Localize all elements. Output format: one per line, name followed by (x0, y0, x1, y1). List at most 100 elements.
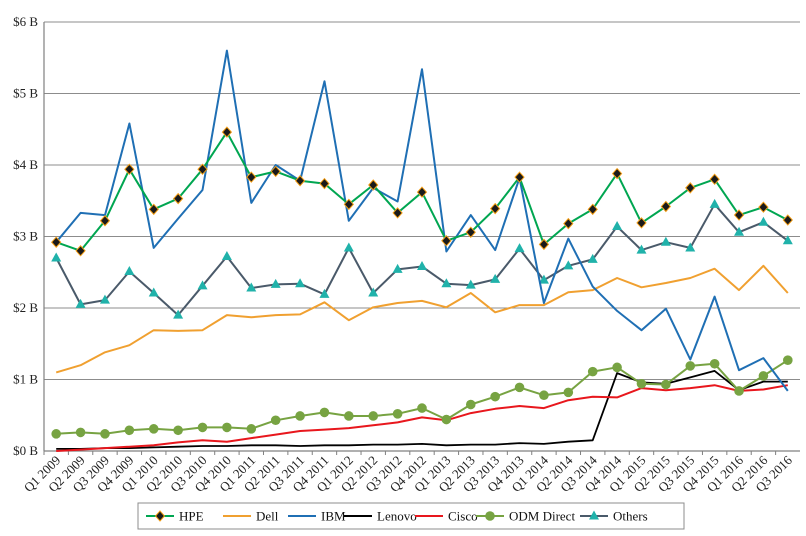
y-tick-label: $5 B (13, 86, 38, 101)
series-lines (51, 49, 793, 452)
data-point-odm-direct (270, 415, 281, 426)
data-point-others (124, 266, 135, 276)
data-point-odm-direct (563, 387, 574, 398)
data-point-hpe (124, 163, 135, 176)
data-point-others (514, 243, 525, 253)
data-point-hpe (416, 186, 428, 198)
data-point-others (197, 280, 208, 290)
data-point-hpe (587, 203, 598, 216)
data-point-hpe (246, 171, 257, 183)
data-point-others (490, 273, 501, 283)
data-point-odm-direct (587, 366, 598, 377)
data-point-odm-direct (441, 414, 452, 425)
data-point-hpe (636, 217, 647, 229)
data-point-odm-direct (51, 429, 61, 439)
data-point-hpe (611, 167, 623, 180)
data-point-hpe (782, 214, 793, 226)
legend-item-cisco: Cisco (415, 509, 478, 524)
data-point-odm-direct (709, 358, 720, 369)
data-point-odm-direct (490, 391, 500, 402)
data-point-hpe (148, 203, 159, 216)
y-axis-ticks: $0 B $1 B $2 B $3 B $4 B $5 B $6 B (13, 14, 38, 458)
data-point-others (75, 298, 86, 308)
data-point-odm-direct (783, 355, 793, 365)
data-point-hpe (489, 202, 501, 215)
y-tick-label: $6 B (13, 14, 38, 29)
data-point-odm-direct (465, 399, 476, 410)
data-point-hpe (294, 174, 306, 187)
data-point-hpe (392, 207, 403, 219)
data-point-odm-direct (734, 386, 744, 396)
y-tick-label: $0 B (13, 443, 38, 458)
series-cisco (56, 384, 788, 452)
y-tick-label: $1 B (13, 372, 38, 387)
legend-item-others: Others (580, 509, 648, 524)
data-point-odm-direct (368, 411, 379, 421)
data-point-others (173, 309, 184, 319)
legend-marker-hpe (154, 510, 166, 522)
data-point-others (660, 236, 671, 246)
data-point-others (368, 287, 379, 297)
data-point-others (295, 278, 306, 288)
data-point-odm-direct (636, 378, 647, 389)
legend-label-ibm: IBM (321, 509, 346, 524)
series-odm-direct (51, 355, 793, 439)
data-point-odm-direct (685, 361, 696, 371)
data-point-odm-direct (295, 411, 305, 421)
data-point-odm-direct (75, 427, 86, 438)
legend-label-cisco: Cisco (448, 509, 478, 524)
data-point-others (587, 253, 598, 263)
legend-marker-others (589, 510, 599, 520)
data-point-others (392, 263, 403, 273)
data-point-others (782, 235, 793, 245)
data-point-hpe (221, 126, 233, 138)
legend-label-lenovo: Lenovo (377, 509, 417, 524)
data-point-hpe (538, 238, 550, 251)
legend-label-dell: Dell (256, 509, 279, 524)
data-point-others (685, 242, 696, 252)
data-point-hpe (563, 217, 574, 230)
data-point-odm-direct (612, 362, 622, 373)
data-point-others (270, 278, 281, 288)
y-tick-label: $3 B (13, 229, 38, 244)
legend-item-lenovo: Lenovo (344, 509, 417, 524)
legend-label-others: Others (613, 509, 648, 524)
data-point-odm-direct (758, 371, 769, 381)
data-point-others (99, 294, 110, 304)
data-point-hpe (685, 182, 696, 194)
data-point-odm-direct (539, 390, 549, 401)
data-point-odm-direct (344, 411, 354, 421)
data-point-others (465, 279, 476, 289)
legend-item-odm-direct: ODM Direct (476, 509, 575, 524)
data-point-hpe (514, 171, 525, 183)
series-ibm (55, 49, 789, 392)
data-point-odm-direct (173, 425, 183, 436)
data-point-others (734, 226, 745, 236)
data-point-odm-direct (197, 422, 208, 433)
data-point-others (709, 198, 720, 208)
data-point-others (441, 278, 452, 288)
data-point-odm-direct (100, 429, 110, 439)
data-point-hpe (709, 173, 720, 186)
data-point-others (221, 251, 232, 261)
legend-item-ibm: IBM (288, 509, 346, 524)
data-point-others (417, 261, 427, 271)
data-point-hpe (197, 163, 208, 176)
data-point-others (51, 252, 62, 262)
series-hpe (51, 126, 793, 257)
y-tick-label: $4 B (13, 157, 38, 172)
data-point-hpe (660, 200, 672, 213)
series-dell (55, 264, 789, 374)
data-point-hpe (319, 177, 330, 190)
data-point-others (148, 287, 159, 297)
data-point-others (319, 288, 330, 298)
series-others (51, 198, 793, 319)
data-point-odm-direct (222, 422, 232, 433)
data-point-hpe (51, 236, 62, 248)
data-point-hpe (733, 209, 745, 221)
series-line-cisco (56, 384, 788, 452)
data-point-others (612, 220, 623, 230)
data-point-odm-direct (148, 424, 159, 434)
data-point-odm-direct (246, 424, 257, 434)
